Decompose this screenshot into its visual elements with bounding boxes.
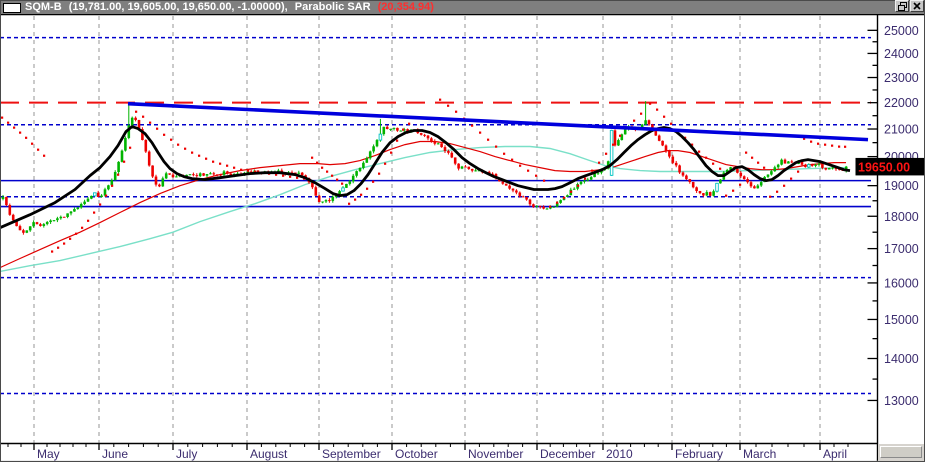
indicator-name: Parabolic SAR	[294, 1, 371, 13]
month-label: April	[823, 447, 847, 461]
month-gridlines	[33, 16, 821, 443]
indicator-value: (20,354.94)	[377, 1, 434, 13]
month-label: July	[176, 447, 197, 461]
time-axis: May June July August September October Novembe…	[7, 443, 849, 461]
month-label: October	[395, 447, 438, 461]
restore-icon	[897, 1, 907, 11]
last-price-tag: 19650.00	[855, 157, 925, 176]
ma-slow-cyan	[0, 145, 847, 273]
price-axis-label: 21000	[884, 123, 919, 137]
month-label: September	[322, 447, 381, 461]
ma-fast	[0, 125, 851, 229]
price-axis-label: 17000	[884, 242, 919, 256]
trendline	[127, 101, 869, 142]
price-axis-label: 13000	[884, 394, 919, 408]
close-window-button[interactable]	[910, 0, 924, 12]
ma-slow	[0, 145, 847, 273]
price-axis-label: 14000	[884, 352, 919, 366]
month-label: May	[37, 447, 60, 461]
month-label: December	[540, 447, 595, 461]
scrollbar-corner[interactable]	[878, 444, 924, 461]
instrument-symbol: SQM-B	[25, 1, 62, 13]
last-price-value: 19650.00	[858, 160, 910, 174]
month-label: November	[468, 447, 523, 461]
month-label: June	[102, 447, 128, 461]
scrollbar-thumb[interactable]	[880, 446, 922, 458]
price-axis-label: 24000	[884, 47, 919, 61]
chart-title: SQM-B (19,781.00, 19,605.00, 19,650.00, …	[25, 1, 434, 14]
close-icon	[913, 2, 921, 10]
ma-fast-black	[0, 125, 851, 229]
price-axis-label: 18000	[884, 210, 919, 224]
support-resistance-levels	[0, 36, 871, 395]
downtrend-line	[127, 101, 869, 142]
month-label: February	[675, 447, 723, 461]
instrument-quote-values: (19,781.00, 19,605.00, 19,650.00, -1.000…	[68, 1, 288, 13]
window-controls	[895, 0, 924, 12]
restore-window-button[interactable]	[895, 0, 909, 12]
price-axis-label: 22000	[884, 96, 919, 110]
price-axis-label: 15000	[884, 313, 919, 327]
price-axis-label: 23000	[884, 71, 919, 85]
price-axis-label: 19000	[884, 179, 919, 193]
document-icon	[3, 2, 21, 13]
month-label: March	[743, 447, 776, 461]
window-titlebar[interactable]: SQM-B (19,781.00, 19,605.00, 19,650.00, …	[1, 1, 924, 14]
month-label: 2010	[606, 447, 633, 461]
price-axis-label: 16000	[884, 276, 919, 290]
month-label: August	[250, 447, 288, 461]
price-axis-label: 25000	[884, 24, 919, 38]
